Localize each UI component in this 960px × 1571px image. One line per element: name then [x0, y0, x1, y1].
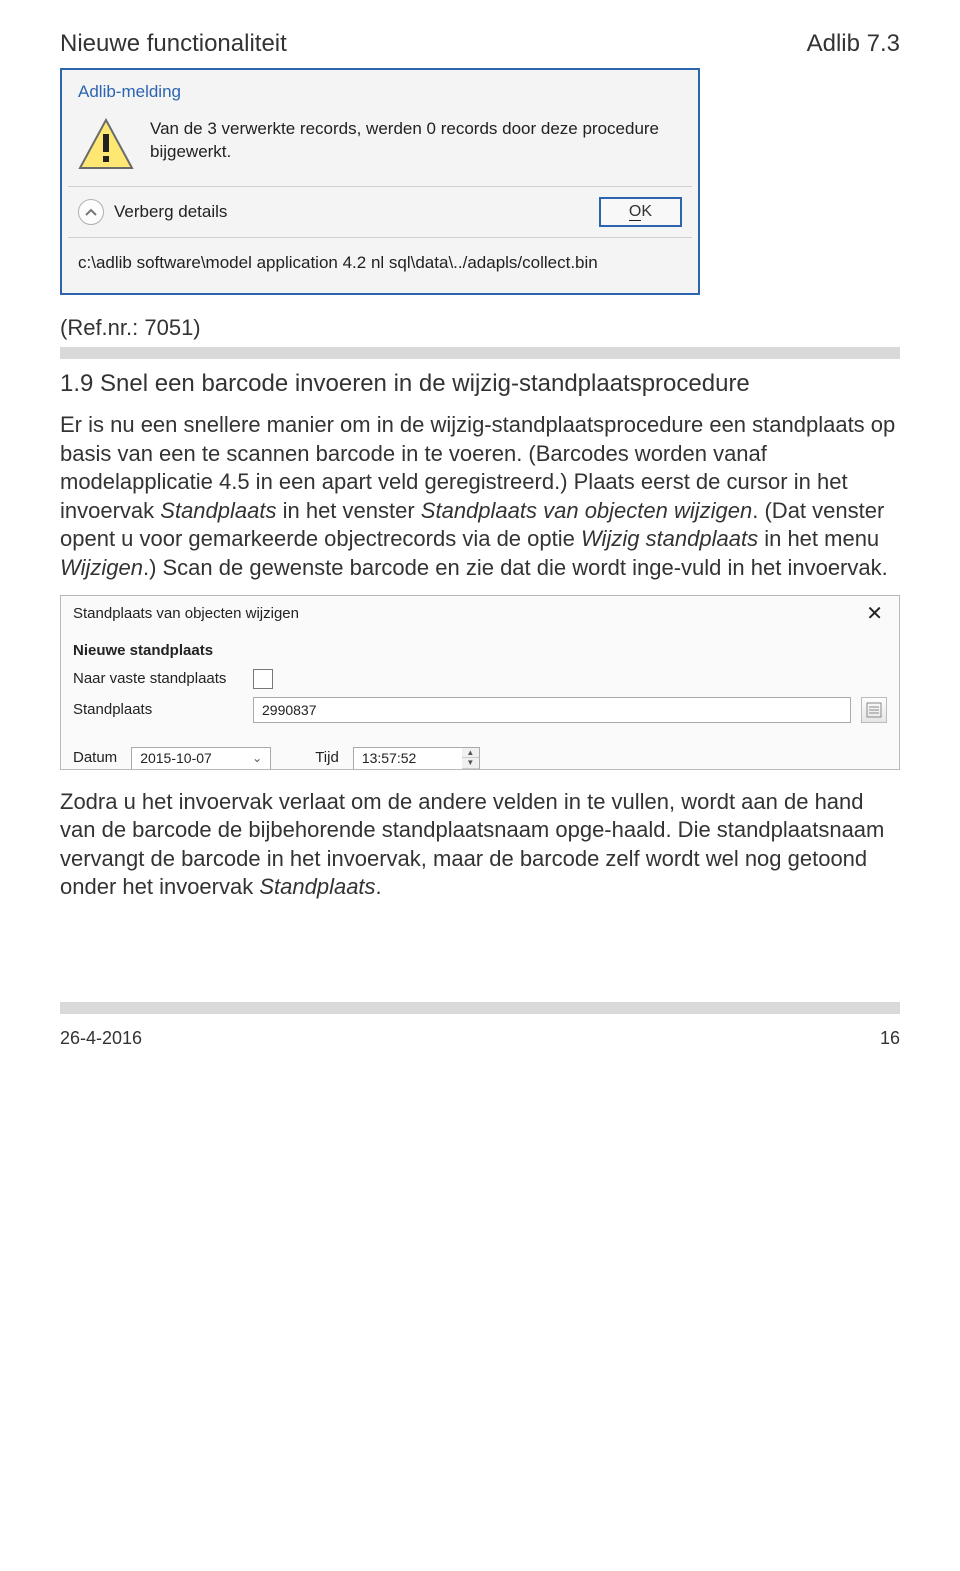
- chevron-up-icon: [78, 199, 104, 225]
- dialog-message: Van de 3 verwerkte records, werden 0 rec…: [150, 118, 682, 164]
- section-paragraph-2: Zodra u het invoervak verlaat om de ande…: [60, 788, 900, 902]
- page-header-right: Adlib 7.3: [807, 30, 900, 58]
- fixed-location-label: Naar vaste standplaats: [73, 670, 243, 687]
- verberg-details-label: Verberg details: [114, 202, 227, 222]
- page-header-left: Nieuwe functionaliteit: [60, 30, 287, 58]
- ok-button[interactable]: OK: [599, 197, 682, 227]
- dialog-title: Adlib-melding: [62, 70, 698, 110]
- standplaats-wijzigen-dialog: Standplaats van objecten wijzigen ✕ Nieu…: [60, 595, 900, 770]
- dialog2-title: Standplaats van objecten wijzigen: [73, 605, 299, 622]
- ok-button-rest: K: [641, 203, 652, 220]
- dialog2-heading: Nieuwe standplaats: [73, 642, 887, 659]
- adlib-melding-dialog: Adlib-melding Van de 3 verwerkte records…: [60, 68, 700, 295]
- tijd-input[interactable]: 13:57:52: [353, 747, 463, 769]
- lookup-button[interactable]: [861, 697, 887, 723]
- standplaats-label: Standplaats: [73, 701, 243, 718]
- tijd-value: 13:57:52: [362, 750, 417, 766]
- dialog-details-path: c:\adlib software\model application 4.2 …: [62, 238, 698, 293]
- spinner-up-icon: ▲: [462, 748, 479, 759]
- datum-input[interactable]: 2015-10-07 ⌄: [131, 747, 271, 769]
- chevron-down-icon: ⌄: [252, 751, 262, 765]
- verberg-details-toggle[interactable]: Verberg details: [78, 199, 227, 225]
- spinner-down-icon: ▼: [462, 758, 479, 769]
- list-icon: [866, 702, 882, 718]
- section-title: 1.9 Snel een barcode invoeren in de wijz…: [60, 369, 900, 399]
- section-divider: [60, 347, 900, 359]
- warning-icon: [78, 118, 134, 170]
- standplaats-input[interactable]: 2990837: [253, 697, 851, 723]
- time-spinner[interactable]: ▲ ▼: [462, 747, 480, 769]
- fixed-location-checkbox[interactable]: [253, 669, 273, 689]
- footer-page: 16: [880, 1028, 900, 1049]
- ok-button-underline: O: [629, 203, 641, 221]
- section-paragraph-1: Er is nu een snellere manier om in de wi…: [60, 411, 900, 583]
- datum-value: 2015-10-07: [140, 750, 212, 766]
- datum-label: Datum: [73, 749, 117, 766]
- footer-date: 26-4-2016: [60, 1028, 142, 1049]
- reference-number: (Ref.nr.: 7051): [60, 315, 900, 341]
- close-icon[interactable]: ✕: [862, 604, 887, 624]
- tijd-label: Tijd: [315, 749, 339, 766]
